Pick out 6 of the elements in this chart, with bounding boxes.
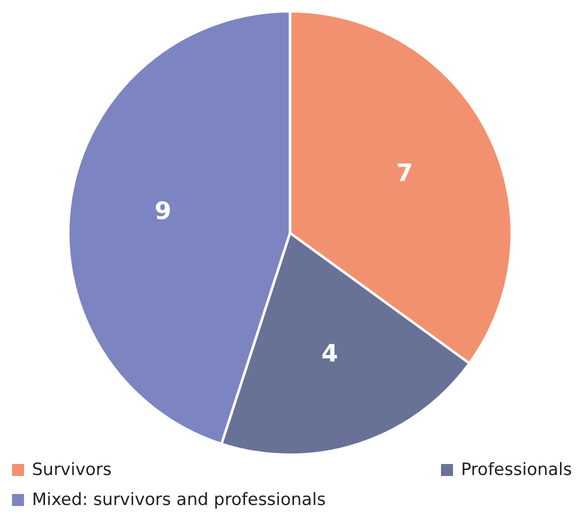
- data-label: 4: [321, 340, 338, 368]
- legend-label: Survivors: [32, 460, 112, 480]
- legend-label: Mixed: survivors and professionals: [32, 490, 326, 510]
- data-label: 7: [396, 158, 413, 187]
- data-label: 9: [154, 197, 172, 226]
- legend-label: Professionals: [460, 460, 572, 480]
